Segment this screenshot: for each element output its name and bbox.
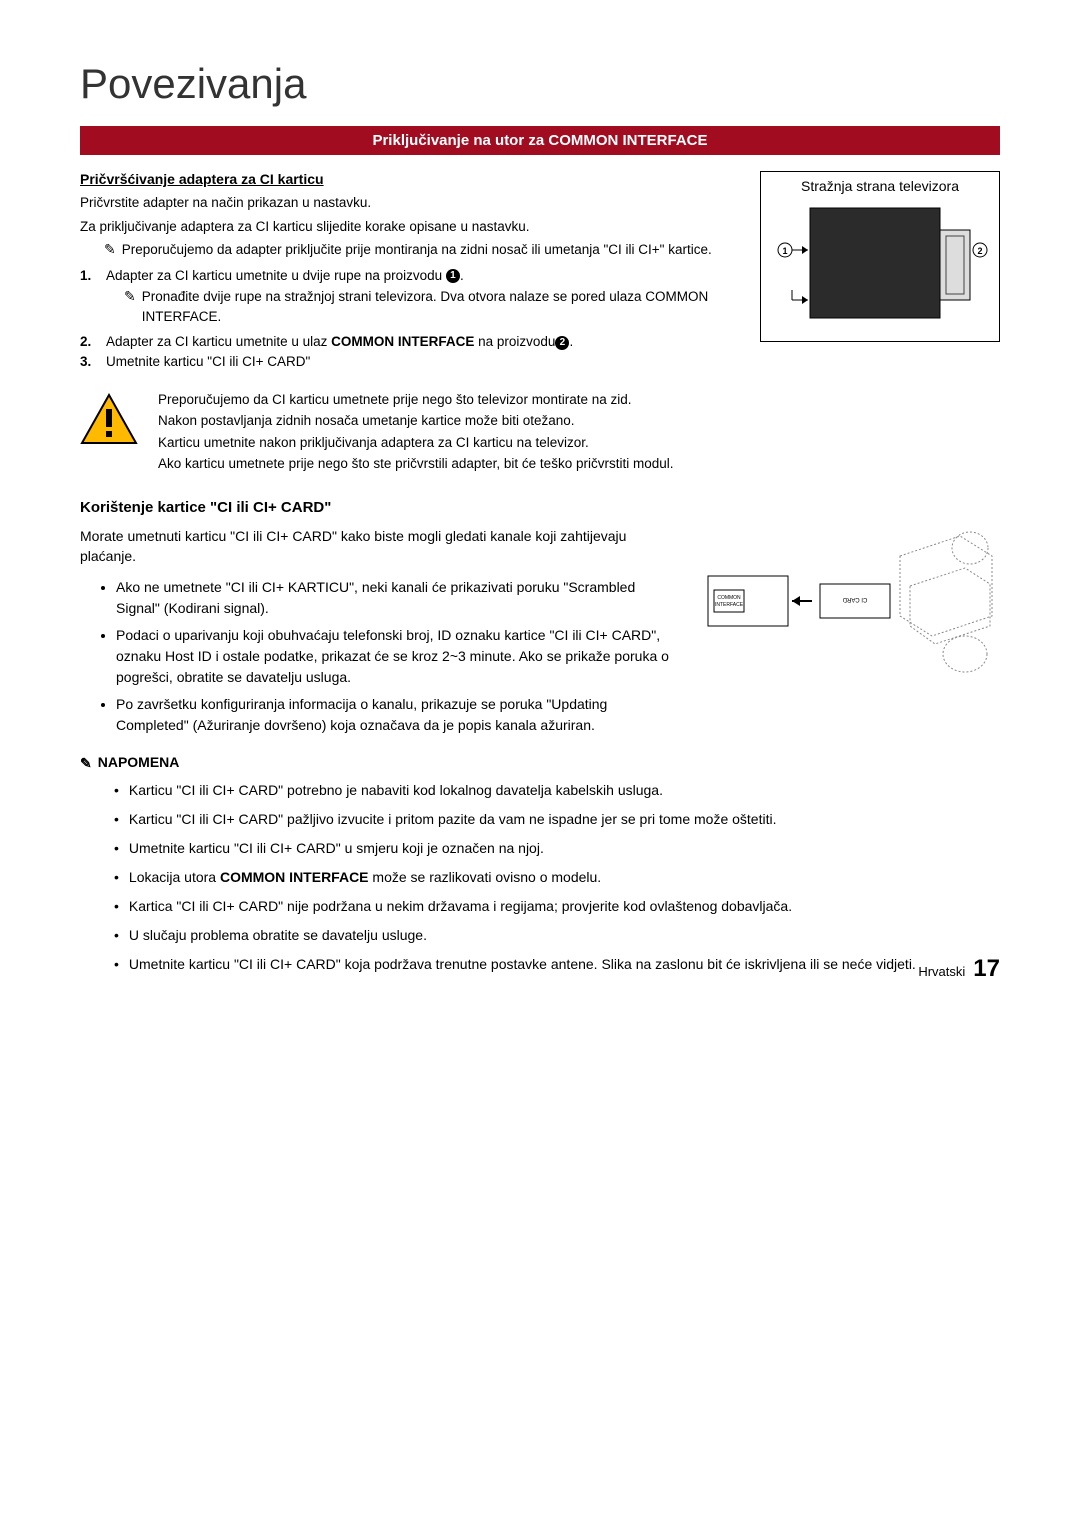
ol1-note: Pronađite dvije rupe na stražnjoj strani…	[142, 287, 740, 326]
warn1: Preporučujemo da CI karticu umetnete pri…	[158, 389, 673, 411]
footer-page-number: 17	[973, 955, 1000, 983]
nap-5: Kartica "CI ili CI+ CARD" nije podržana …	[114, 896, 1000, 917]
nap-3-text: Umetnite karticu "CI ili CI+ CARD" u smj…	[129, 838, 544, 859]
ol2-b: COMMON INTERFACE	[331, 334, 474, 349]
bullet-1: Ako ne umetnete "CI ili CI+ KARTICU", ne…	[116, 577, 680, 619]
nap-1-text: Karticu "CI ili CI+ CARD" potrebno je na…	[129, 780, 663, 801]
page-title: Povezivanja	[80, 60, 1000, 108]
tv-back-diagram: 1 2	[770, 200, 990, 330]
ol3-text: Umetnite karticu "CI ili CI+ CARD"	[106, 354, 310, 369]
svg-text:COMMON: COMMON	[717, 595, 741, 601]
sub-header-attach: Pričvršćivanje adaptera za CI karticu	[80, 171, 740, 187]
nap-2-text: Karticu "CI ili CI+ CARD" pažljivo izvuc…	[129, 809, 777, 830]
intro2: Morate umetnuti karticu "CI ili CI+ CARD…	[80, 526, 680, 567]
nap-2: Karticu "CI ili CI+ CARD" pažljivo izvuc…	[114, 809, 1000, 830]
note-icon-2: ✎	[124, 288, 136, 305]
note1-text: Preporučujemo da adapter priključite pri…	[122, 240, 712, 260]
nap-4a: Lokacija utora	[129, 869, 220, 885]
nap-4b: COMMON INTERFACE	[220, 869, 369, 885]
nap-1: Karticu "CI ili CI+ CARD" potrebno je na…	[114, 780, 1000, 801]
warning-icon	[80, 393, 138, 445]
card-insert-diagram: COMMON INTERFACE CI CARD	[700, 526, 1000, 686]
nap-4: Lokacija utora COMMON INTERFACE može se …	[114, 867, 1000, 888]
page-footer: Hrvatski 17	[918, 955, 1000, 983]
note-icon-3: ✎	[80, 755, 92, 772]
ol1-main: Adapter za CI karticu umetnite u dvije r…	[106, 268, 446, 283]
ol2-a: Adapter za CI karticu umetnite u ulaz	[106, 334, 331, 349]
ol2-text: Adapter za CI karticu umetnite u ulaz CO…	[106, 334, 573, 349]
circle-2: 2	[555, 336, 569, 350]
svg-text:CI CARD: CI CARD	[842, 596, 867, 602]
ol1-text: Adapter za CI karticu umetnite u dvije r…	[106, 268, 464, 283]
text-p2: Za priključivanje adaptera za CI karticu…	[80, 217, 740, 237]
warn3: Karticu umetnite nakon priključivanja ad…	[158, 432, 673, 454]
warning-text-block: Preporučujemo da CI karticu umetnete pri…	[158, 389, 673, 475]
svg-text:INTERFACE: INTERFACE	[715, 602, 744, 608]
warn4: Ako karticu umetnete prije nego što ste …	[158, 453, 673, 475]
ol2-num: 2.	[80, 334, 98, 349]
note-icon: ✎	[104, 241, 116, 258]
svg-text:2: 2	[977, 246, 982, 256]
nap-6: U slučaju problema obratite se davatelju…	[114, 925, 1000, 946]
svg-text:1: 1	[782, 246, 787, 256]
nap-6-text: U slučaju problema obratite se davatelju…	[129, 925, 427, 946]
tv-caption: Stražnja strana televizora	[767, 178, 993, 194]
ol1-num: 1.	[80, 268, 98, 283]
text-p1: Pričvrstite adapter na način prikazan u …	[80, 193, 740, 213]
ol3-num: 3.	[80, 354, 98, 369]
ol2-c: na proizvodu	[474, 334, 555, 349]
footer-lang: Hrvatski	[918, 964, 965, 979]
bullet-3: Po završetku konfiguriranja informacija …	[116, 694, 680, 736]
nap-3: Umetnite karticu "CI ili CI+ CARD" u smj…	[114, 838, 1000, 859]
tv-diagram-box: Stražnja strana televizora 1 2	[760, 171, 1000, 342]
circle-1: 1	[446, 269, 460, 283]
napomena-label: NAPOMENA	[98, 754, 180, 772]
sub-header-usage: Korištenje kartice "CI ili CI+ CARD"	[80, 499, 1000, 516]
ol1-dot: .	[460, 268, 464, 283]
section-header: Priključivanje na utor za COMMON INTERFA…	[80, 126, 1000, 155]
nap-5-text: Kartica "CI ili CI+ CARD" nije podržana …	[129, 896, 792, 917]
warn2: Nakon postavljanja zidnih nosača umetanj…	[158, 410, 673, 432]
nap-7: Umetnite karticu "CI ili CI+ CARD" koja …	[114, 954, 1000, 975]
nap-7-text: Umetnite karticu "CI ili CI+ CARD" koja …	[129, 954, 916, 975]
nap-4-text: Lokacija utora COMMON INTERFACE može se …	[129, 867, 601, 888]
bullet-2: Podaci o uparivanju koji obuhvaćaju tele…	[116, 625, 680, 688]
ol2-dot: .	[569, 334, 573, 349]
nap-4c: može se razlikovati ovisno o modelu.	[369, 869, 602, 885]
